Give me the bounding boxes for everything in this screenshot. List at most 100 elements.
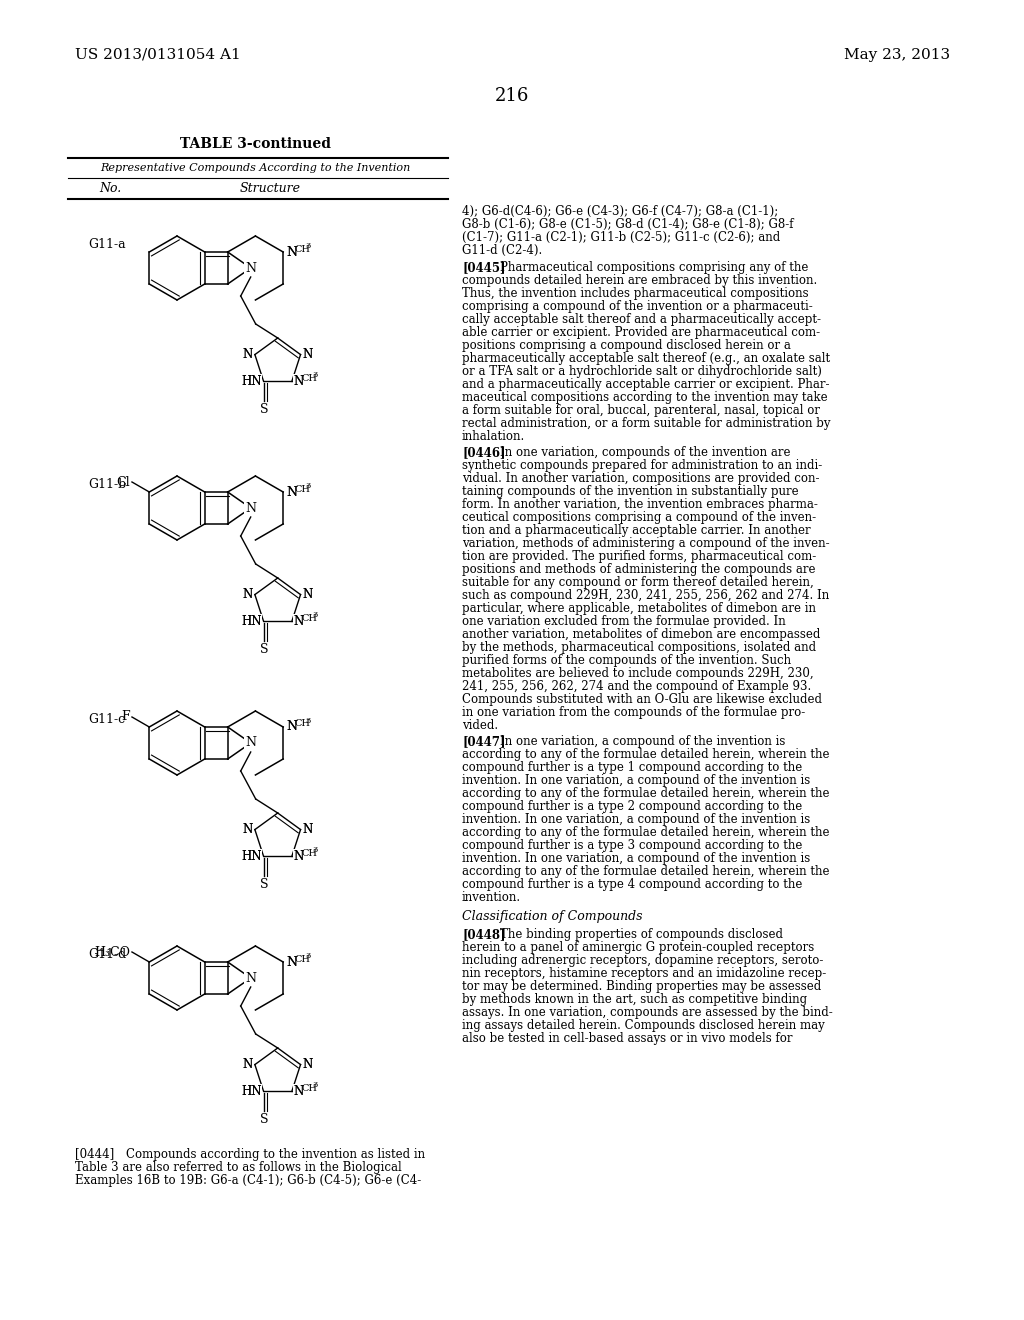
Text: invention. In one variation, a compound of the invention is: invention. In one variation, a compound … xyxy=(462,813,810,826)
Text: positions comprising a compound disclosed herein or a: positions comprising a compound disclose… xyxy=(462,339,791,352)
Text: metabolites are believed to include compounds 229H, 230,: metabolites are believed to include comp… xyxy=(462,667,814,680)
Text: compound further is a type 2 compound according to the: compound further is a type 2 compound ac… xyxy=(462,800,802,813)
Text: N: N xyxy=(243,824,253,836)
Text: tion and a pharmaceutically acceptable carrier. In another: tion and a pharmaceutically acceptable c… xyxy=(462,524,811,537)
Text: N: N xyxy=(294,375,304,388)
Text: N: N xyxy=(243,824,253,836)
Text: according to any of the formulae detailed herein, wherein the: according to any of the formulae detaile… xyxy=(462,865,829,878)
Text: HN: HN xyxy=(241,1085,261,1098)
Text: (C1-7); G11-a (C2-1); G11-b (C2-5); G11-c (C2-6); and: (C1-7); G11-a (C2-1); G11-b (C2-5); G11-… xyxy=(462,231,780,244)
Text: N: N xyxy=(286,956,297,969)
Text: compounds detailed herein are embraced by this invention.: compounds detailed herein are embraced b… xyxy=(462,275,817,286)
Text: S: S xyxy=(260,878,269,891)
Text: invention.: invention. xyxy=(462,891,521,904)
Text: H₃CO: H₃CO xyxy=(94,945,130,958)
Text: G8-b (C1-6); G8-e (C1-5); G8-d (C1-4); G8-e (C1-8); G8-f: G8-b (C1-6); G8-e (C1-5); G8-d (C1-4); G… xyxy=(462,218,794,231)
Text: HN: HN xyxy=(241,615,261,628)
Text: purified forms of the compounds of the invention. Such: purified forms of the compounds of the i… xyxy=(462,653,792,667)
Text: N: N xyxy=(245,737,256,750)
Text: N: N xyxy=(243,1059,253,1071)
Text: In one variation, a compound of the invention is: In one variation, a compound of the inve… xyxy=(500,735,785,748)
Text: and a pharmaceutically acceptable carrier or excipient. Phar-: and a pharmaceutically acceptable carrie… xyxy=(462,378,829,391)
Text: invention. In one variation, a compound of the invention is: invention. In one variation, a compound … xyxy=(462,774,810,787)
Text: positions and methods of administering the compounds are: positions and methods of administering t… xyxy=(462,564,815,576)
Text: compound further is a type 4 compound according to the: compound further is a type 4 compound ac… xyxy=(462,878,803,891)
Text: suitable for any compound or form thereof detailed herein,: suitable for any compound or form thereo… xyxy=(462,576,814,589)
Text: CH: CH xyxy=(302,1084,317,1093)
Text: nin receptors, histamine receptors and an imidazoline recep-: nin receptors, histamine receptors and a… xyxy=(462,968,826,979)
Text: such as compound 229H, 230, 241, 255, 256, 262 and 274. In: such as compound 229H, 230, 241, 255, 25… xyxy=(462,589,829,602)
Text: [0444] Compounds according to the invention as listed in: [0444] Compounds according to the invent… xyxy=(75,1148,425,1162)
Text: Pharmaceutical compositions comprising any of the: Pharmaceutical compositions comprising a… xyxy=(500,261,808,275)
Text: by the methods, pharmaceutical compositions, isolated and: by the methods, pharmaceutical compositi… xyxy=(462,642,816,653)
Text: N: N xyxy=(302,824,312,836)
Text: 216: 216 xyxy=(495,87,529,106)
Text: HN: HN xyxy=(241,850,261,863)
Text: or a TFA salt or a hydrochloride salt or dihydrochloride salt): or a TFA salt or a hydrochloride salt or… xyxy=(462,366,822,378)
Text: 4); G6-d(C4-6); G6-e (C4-3); G6-f (C4-7); G8-a (C1-1);: 4); G6-d(C4-6); G6-e (C4-3); G6-f (C4-7)… xyxy=(462,205,778,218)
Text: In one variation, compounds of the invention are: In one variation, compounds of the inven… xyxy=(500,446,791,459)
Text: 3: 3 xyxy=(305,717,310,725)
Text: N: N xyxy=(286,721,297,734)
Text: CH: CH xyxy=(294,719,310,729)
Text: N: N xyxy=(294,1085,304,1098)
Text: 3: 3 xyxy=(312,611,318,619)
Text: ing assays detailed herein. Compounds disclosed herein may: ing assays detailed herein. Compounds di… xyxy=(462,1019,824,1032)
Text: G11-c: G11-c xyxy=(88,713,125,726)
Text: HN: HN xyxy=(241,375,261,388)
Text: taining compounds of the invention in substantially pure: taining compounds of the invention in su… xyxy=(462,484,799,498)
Text: rectal administration, or a form suitable for administration by: rectal administration, or a form suitabl… xyxy=(462,417,830,430)
Text: No.: No. xyxy=(99,182,121,195)
Text: HN: HN xyxy=(241,850,261,863)
Text: [0447]: [0447] xyxy=(462,735,506,748)
Text: Thus, the invention includes pharmaceutical compositions: Thus, the invention includes pharmaceuti… xyxy=(462,286,809,300)
Text: N: N xyxy=(243,589,253,601)
Text: including adrenergic receptors, dopamine receptors, seroto-: including adrenergic receptors, dopamine… xyxy=(462,954,823,968)
Text: HN: HN xyxy=(241,1085,261,1098)
Text: according to any of the formulae detailed herein, wherein the: according to any of the formulae detaile… xyxy=(462,826,829,840)
Text: G11-d: G11-d xyxy=(88,948,126,961)
Text: N: N xyxy=(286,246,297,259)
Text: Compounds substituted with an O-Glu are likewise excluded: Compounds substituted with an O-Glu are … xyxy=(462,693,822,706)
Text: CH: CH xyxy=(294,954,310,964)
Text: CH: CH xyxy=(302,614,317,623)
Text: compound further is a type 3 compound according to the: compound further is a type 3 compound ac… xyxy=(462,840,803,851)
Text: N: N xyxy=(302,589,312,601)
Text: CH: CH xyxy=(294,484,310,494)
Text: tion are provided. The purified forms, pharmaceutical com-: tion are provided. The purified forms, p… xyxy=(462,550,816,564)
Text: F: F xyxy=(121,710,130,723)
Text: S: S xyxy=(260,1113,269,1126)
Text: also be tested in cell-based assays or in vivo models for: also be tested in cell-based assays or i… xyxy=(462,1032,793,1045)
Text: 241, 255, 256, 262, 274 and the compound of Example 93.: 241, 255, 256, 262, 274 and the compound… xyxy=(462,680,811,693)
Text: N: N xyxy=(286,486,297,499)
Text: N: N xyxy=(245,261,256,275)
Text: able carrier or excipient. Provided are pharmaceutical com-: able carrier or excipient. Provided are … xyxy=(462,326,820,339)
Text: N: N xyxy=(243,348,253,362)
Text: particular, where applicable, metabolites of dimebon are in: particular, where applicable, metabolite… xyxy=(462,602,816,615)
Text: CH: CH xyxy=(302,374,317,383)
Text: HN: HN xyxy=(241,615,261,628)
Text: CH: CH xyxy=(294,244,310,253)
Text: 3: 3 xyxy=(312,846,318,854)
Text: 3: 3 xyxy=(312,371,318,379)
Text: vided.: vided. xyxy=(462,719,498,733)
Text: Representative Compounds According to the Invention: Representative Compounds According to th… xyxy=(100,162,411,173)
Text: Table 3 are also referred to as follows in the Biological: Table 3 are also referred to as follows … xyxy=(75,1162,401,1173)
Text: herein to a panel of aminergic G protein-coupled receptors: herein to a panel of aminergic G protein… xyxy=(462,941,814,954)
Text: N: N xyxy=(302,348,312,362)
Text: G11-a: G11-a xyxy=(88,238,126,251)
Text: in one variation from the compounds of the formulae pro-: in one variation from the compounds of t… xyxy=(462,706,805,719)
Text: Cl: Cl xyxy=(117,475,130,488)
Text: G11-b: G11-b xyxy=(88,478,126,491)
Text: CH: CH xyxy=(302,849,317,858)
Text: N: N xyxy=(245,502,256,515)
Text: S: S xyxy=(260,404,269,416)
Text: form. In another variation, the invention embraces pharma-: form. In another variation, the inventio… xyxy=(462,498,818,511)
Text: N: N xyxy=(294,615,304,628)
Text: N: N xyxy=(294,850,304,863)
Text: vidual. In another variation, compositions are provided con-: vidual. In another variation, compositio… xyxy=(462,473,819,484)
Text: maceutical compositions according to the invention may take: maceutical compositions according to the… xyxy=(462,391,827,404)
Text: N: N xyxy=(302,1059,312,1071)
Text: invention. In one variation, a compound of the invention is: invention. In one variation, a compound … xyxy=(462,851,810,865)
Text: TABLE 3-continued: TABLE 3-continued xyxy=(179,137,331,150)
